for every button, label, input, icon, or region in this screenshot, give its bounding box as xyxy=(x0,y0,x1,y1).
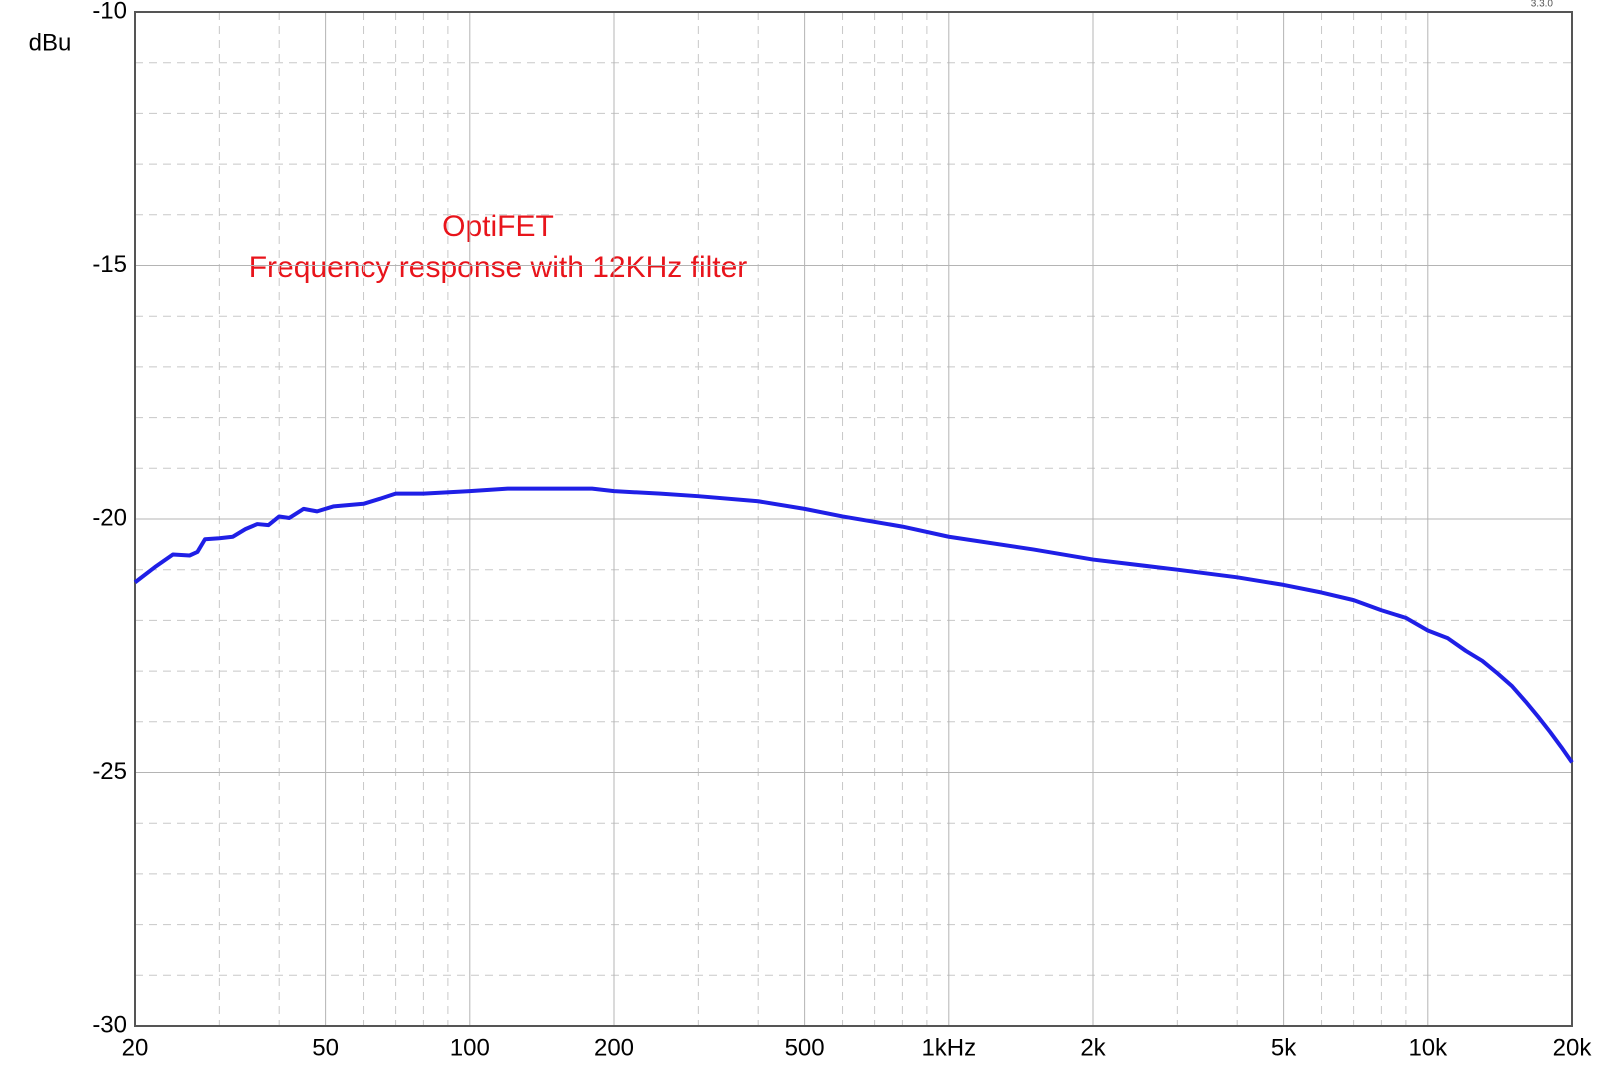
y-tick-label: -20 xyxy=(92,504,127,531)
x-tick-label: 20k xyxy=(1553,1034,1593,1061)
x-tick-label: 200 xyxy=(594,1034,634,1061)
annotation: Frequency response with 12KHz filter xyxy=(249,251,748,284)
version-label: 3.3.0 xyxy=(1531,0,1554,10)
x-tick-label: 100 xyxy=(450,1034,490,1061)
x-tick-label: 50 xyxy=(312,1034,339,1061)
annotation: OptiFET xyxy=(442,210,554,243)
x-tick-label: 5k xyxy=(1271,1034,1297,1061)
y-axis-label: dBu xyxy=(29,29,72,56)
x-tick-label: 20 xyxy=(122,1034,149,1061)
y-tick-label: -10 xyxy=(92,0,127,24)
x-tick-label: 2k xyxy=(1080,1034,1106,1061)
x-tick-label: 500 xyxy=(785,1034,825,1061)
y-tick-label: -25 xyxy=(92,758,127,785)
x-tick-label: 1kHz xyxy=(921,1034,976,1061)
x-tick-label: 10k xyxy=(1408,1034,1448,1061)
data-line xyxy=(133,486,1574,764)
plot-frame xyxy=(134,11,1573,1027)
y-tick-label: -15 xyxy=(92,251,127,278)
y-tick-label: -30 xyxy=(92,1011,127,1038)
